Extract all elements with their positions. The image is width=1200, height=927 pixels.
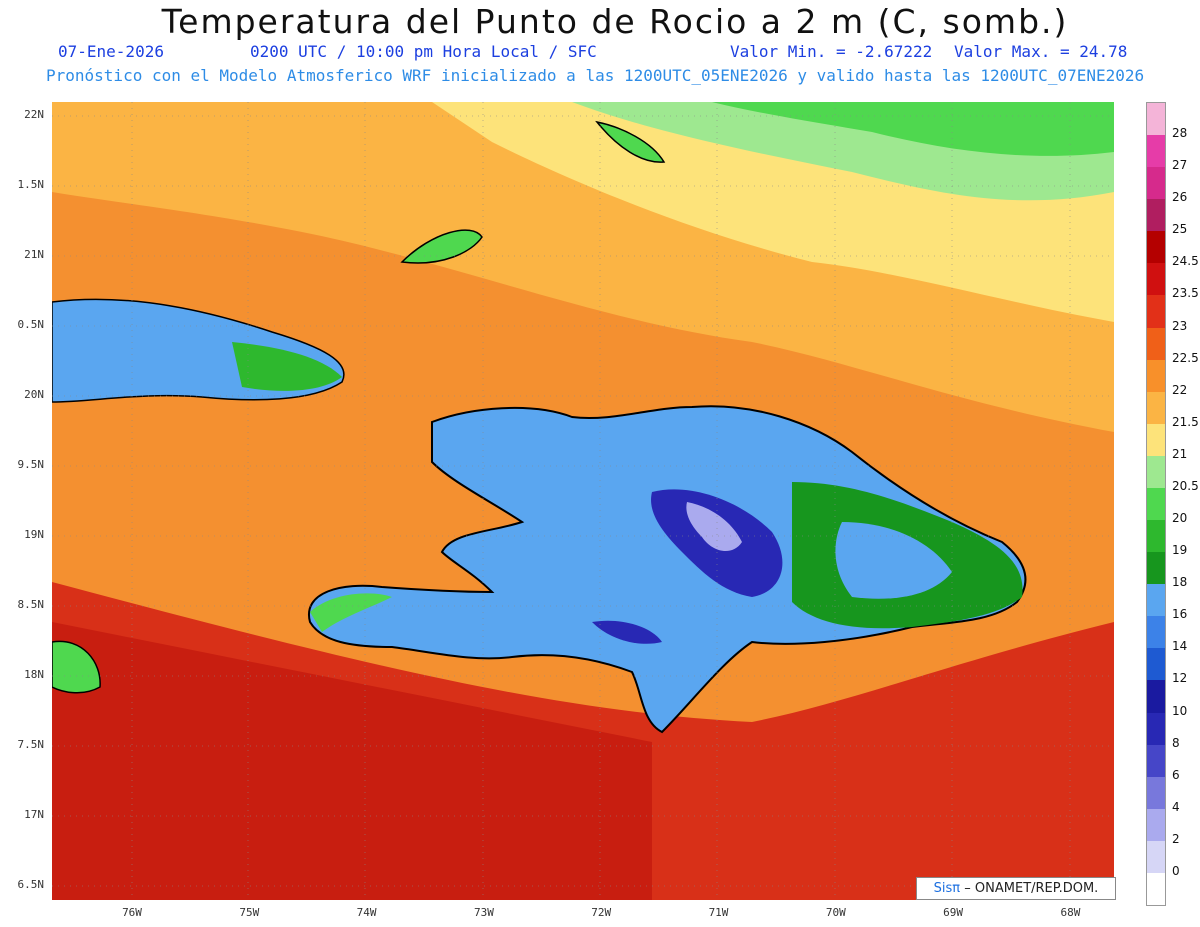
legend-swatch: [1147, 327, 1165, 360]
legend-swatch: [1147, 135, 1165, 168]
lat-label: 9.5N: [17, 458, 45, 471]
legend-level: 10: [1172, 703, 1188, 718]
legend-level: 22.5: [1172, 350, 1199, 365]
lon-label: 72W: [591, 906, 612, 919]
lon-label: 73W: [473, 906, 494, 919]
max-value: Valor Max. = 24.78: [954, 42, 1128, 61]
legend-swatch: [1147, 552, 1165, 585]
legend-level: 21.5: [1172, 414, 1199, 429]
legend-swatch: [1147, 648, 1165, 681]
lon-label: 70W: [825, 906, 846, 919]
legend-level: 14: [1172, 639, 1188, 654]
legend-level: 18: [1172, 575, 1188, 590]
credit-text: – ONAMET/REP.DOM.: [964, 881, 1099, 896]
model-info: Pronóstico con el Modelo Atmosferico WRF…: [46, 66, 1145, 85]
legend-swatch: [1147, 776, 1165, 809]
lat-label: 0.5N: [17, 318, 45, 331]
legend-level: 23: [1172, 318, 1188, 333]
legend-level: 4: [1172, 799, 1180, 814]
legend-level: 25: [1172, 222, 1188, 237]
legend-swatch: [1147, 808, 1165, 841]
legend-level: 20: [1172, 511, 1188, 526]
legend-level: 23.5: [1172, 286, 1199, 301]
lon-label: 74W: [356, 906, 377, 919]
lat-label: 8.5N: [17, 598, 45, 611]
lon-label: 76W: [122, 906, 142, 919]
lat-label: 7.5N: [17, 738, 45, 751]
legend-level: 19: [1172, 543, 1188, 558]
legend-swatch: [1147, 455, 1165, 488]
lat-label: 6.5N: [17, 878, 45, 891]
legend-swatch: [1147, 487, 1165, 521]
lat-label: 22N: [24, 108, 44, 121]
lon-label: 69W: [943, 906, 964, 919]
legend-swatch: [1147, 584, 1165, 617]
legend-swatch: [1147, 167, 1165, 200]
legend-swatch: [1147, 391, 1165, 424]
legend-swatch: [1147, 744, 1165, 777]
lon-label: 68W: [1060, 906, 1081, 919]
valid-date: 07-Ene-2026: [58, 42, 164, 61]
legend-level: 16: [1172, 607, 1188, 622]
legend-swatch: [1147, 231, 1165, 264]
legend-swatch: [1147, 680, 1165, 713]
lat-label: 21N: [24, 248, 44, 261]
lon-label: 75W: [239, 906, 260, 919]
legend-swatch: [1147, 616, 1165, 649]
legend-level: 24.5: [1172, 254, 1199, 269]
legend-level: 28: [1172, 126, 1188, 141]
legend-swatch: [1147, 359, 1165, 392]
legend-level: 0: [1172, 863, 1180, 878]
legend-swatch: [1147, 520, 1165, 553]
legend-swatch: [1147, 840, 1165, 873]
map-title: Temperatura del Punto de Rocio a 2 m (C,…: [161, 2, 1069, 41]
legend-level: 8: [1172, 735, 1180, 750]
legend-level: 21: [1172, 446, 1188, 461]
lat-label: 1.5N: [17, 178, 45, 191]
credit-box: Sisπ – ONAMET/REP.DOM.: [916, 877, 1116, 900]
lat-label: 18N: [24, 668, 44, 681]
dewpoint-map: [52, 102, 1114, 900]
min-value: Valor Min. = -2.67222: [730, 42, 933, 61]
legend-level: 22: [1172, 382, 1188, 397]
legend-level: 6: [1172, 767, 1180, 782]
legend-level: 27: [1172, 158, 1188, 173]
legend-swatch: [1147, 263, 1165, 296]
lon-label: 71W: [708, 906, 729, 919]
legend-level: 12: [1172, 671, 1188, 686]
legend-swatch: [1147, 423, 1165, 456]
legend-swatch: [1147, 295, 1165, 328]
valid-time: 0200 UTC / 10:00 pm Hora Local / SFC: [250, 42, 597, 61]
legend-swatch: [1147, 103, 1165, 136]
lat-label: 19N: [24, 528, 44, 541]
legend-level: 20.5: [1172, 478, 1199, 493]
lat-label: 17N: [24, 808, 44, 821]
legend-level: 2: [1172, 831, 1180, 846]
legend-swatch: [1147, 199, 1165, 232]
sispi-logo: Sisπ: [933, 881, 961, 896]
legend-level: 26: [1172, 190, 1188, 205]
lat-label: 20N: [24, 388, 44, 401]
legend-swatch: [1147, 712, 1165, 745]
color-scale-bar: [1146, 102, 1166, 906]
